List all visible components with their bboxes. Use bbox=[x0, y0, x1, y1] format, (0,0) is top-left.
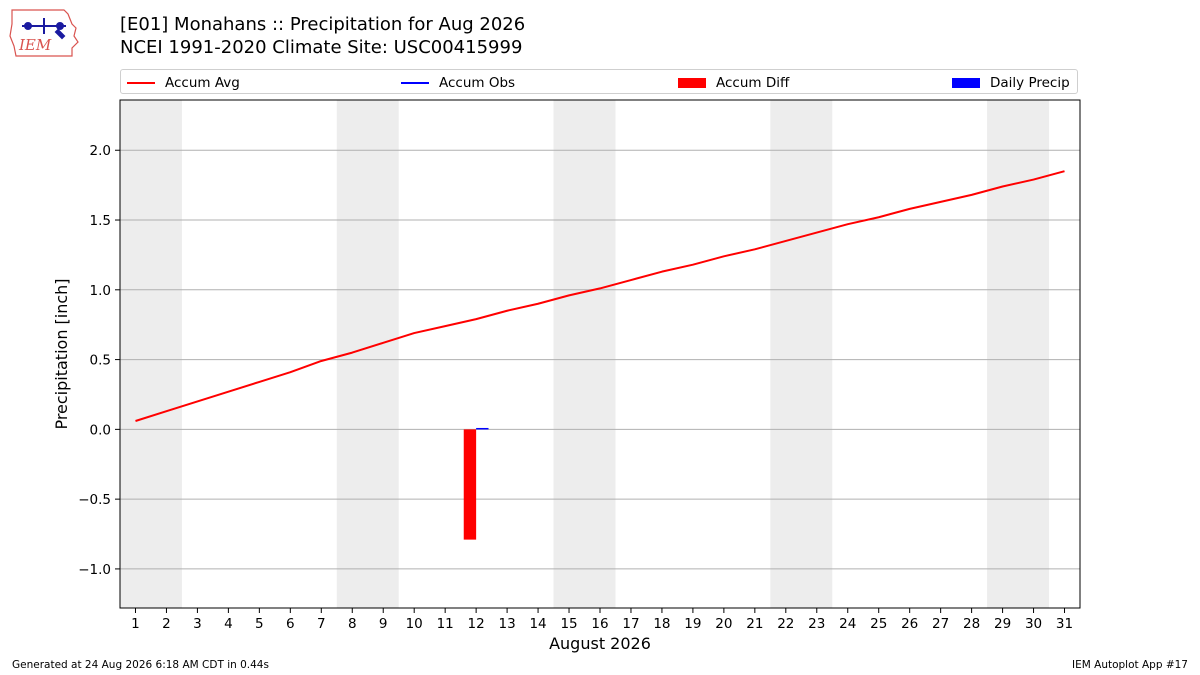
x-tick-label: 30 bbox=[1025, 616, 1042, 632]
legend-swatch bbox=[678, 77, 706, 88]
legend-swatch bbox=[401, 81, 429, 84]
x-tick-label: 5 bbox=[255, 616, 264, 632]
legend-label: Accum Diff bbox=[716, 74, 790, 91]
legend-label: Accum Avg bbox=[165, 74, 240, 91]
x-tick-label: 24 bbox=[839, 616, 856, 632]
x-tick-label: 16 bbox=[591, 616, 608, 632]
y-axis-label: Precipitation [inch] bbox=[52, 278, 71, 429]
legend-swatch bbox=[952, 77, 980, 88]
x-tick-label: 28 bbox=[963, 616, 980, 632]
legend-item-accum-avg: Accum Avg bbox=[127, 70, 240, 95]
y-tick-label: 0.0 bbox=[90, 422, 111, 438]
y-tick-label: 1.5 bbox=[90, 213, 111, 229]
y-tick-label: −1.0 bbox=[78, 562, 111, 578]
footer-generated: Generated at 24 Aug 2026 6:18 AM CDT in … bbox=[12, 659, 269, 671]
legend-label: Daily Precip bbox=[990, 74, 1070, 91]
x-tick-label: 9 bbox=[379, 616, 388, 632]
legend-item-accum-diff: Accum Diff bbox=[678, 70, 789, 95]
iem-logo: IEM bbox=[9, 9, 79, 57]
weekend-band bbox=[553, 100, 616, 608]
chart-title: [E01] Monahans :: Precipitation for Aug … bbox=[120, 13, 525, 59]
x-tick-label: 6 bbox=[286, 616, 295, 632]
x-tick-label: 11 bbox=[437, 616, 454, 632]
x-tick-label: 26 bbox=[901, 616, 918, 632]
weekend-band bbox=[987, 100, 1050, 608]
x-tick-label: 20 bbox=[715, 616, 732, 632]
x-tick-label: 23 bbox=[808, 616, 825, 632]
y-tick-label: −0.5 bbox=[78, 492, 111, 508]
weather-station-icon bbox=[22, 18, 66, 40]
x-tick-label: 10 bbox=[406, 616, 423, 632]
x-tick-label: 14 bbox=[529, 616, 546, 632]
x-tick-label: 2 bbox=[162, 616, 171, 632]
y-tick-label: 0.5 bbox=[90, 353, 111, 369]
bar-daily-precip bbox=[476, 427, 489, 430]
x-tick-label: 29 bbox=[994, 616, 1011, 632]
legend-swatch bbox=[127, 81, 155, 84]
footer-app: IEM Autoplot App #17 bbox=[1072, 659, 1188, 671]
x-tick-label: 15 bbox=[560, 616, 577, 632]
x-tick-label: 13 bbox=[499, 616, 516, 632]
line-accum-avg bbox=[135, 170, 1065, 422]
x-tick-label: 18 bbox=[653, 616, 670, 632]
legend-item-accum-obs: Accum Obs bbox=[401, 70, 515, 95]
x-tick-label: 1 bbox=[131, 616, 140, 632]
x-tick-label: 21 bbox=[746, 616, 763, 632]
legend-item-daily-precip: Daily Precip bbox=[952, 70, 1070, 95]
legend-label: Accum Obs bbox=[439, 74, 516, 91]
x-tick-label: 7 bbox=[317, 616, 326, 632]
x-tick-label: 4 bbox=[224, 616, 233, 632]
legend: Accum Avg Accum Obs Accum Diff Daily Pre… bbox=[120, 69, 1078, 94]
iowa-state-outline bbox=[9, 9, 79, 57]
weekend-band bbox=[120, 100, 182, 608]
x-axis-label: August 2026 bbox=[549, 634, 651, 653]
logo-text: IEM bbox=[18, 36, 52, 54]
x-tick-label: 12 bbox=[468, 616, 485, 632]
bar-accum-diff bbox=[463, 429, 477, 540]
y-tick-label: 2.0 bbox=[90, 143, 111, 159]
x-tick-label: 19 bbox=[684, 616, 701, 632]
y-tick-label: 1.0 bbox=[90, 283, 111, 299]
x-tick-label: 8 bbox=[348, 616, 357, 632]
title-line-1: [E01] Monahans :: Precipitation for Aug … bbox=[120, 14, 526, 35]
title-line-2: NCEI 1991-2020 Climate Site: USC00415999 bbox=[120, 37, 523, 58]
x-tick-label: 17 bbox=[622, 616, 639, 632]
x-tick-label: 22 bbox=[777, 616, 794, 632]
weekend-band bbox=[770, 100, 833, 608]
x-tick-label: 31 bbox=[1056, 616, 1073, 632]
x-tick-label: 25 bbox=[870, 616, 887, 632]
x-tick-label: 27 bbox=[932, 616, 949, 632]
x-tick-label: 3 bbox=[193, 616, 202, 632]
